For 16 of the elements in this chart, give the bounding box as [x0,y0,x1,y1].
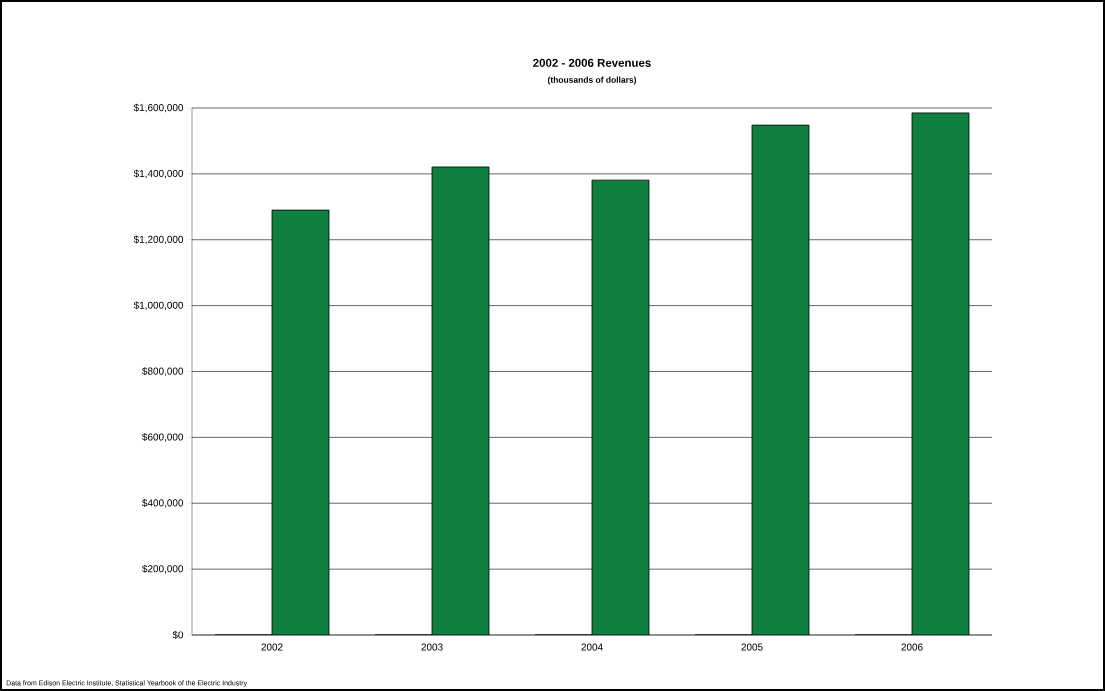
y-tick-label: $800,000 [142,367,184,376]
y-tick-label: $1,400,000 [133,169,184,179]
chart-subtitle: (thousands of dollars) [547,76,637,85]
y-tick-label: $1,600,000 [133,103,184,113]
x-tick-label: 2006 [901,643,923,651]
x-tick-label: 2004 [581,643,603,651]
y-tick-label: $0 [172,630,184,640]
y-tick-label: $1,000,000 [133,301,184,310]
x-tick-label: 2003 [421,643,443,651]
y-tick-label: $1,200,000 [133,235,184,245]
chart-title: 2002 - 2006 Revenues [533,58,651,67]
y-tick-label: $600,000 [142,433,184,442]
y-tick-label: $200,000 [142,564,184,574]
x-tick-label: 2005 [741,643,763,651]
y-tick-label: $400,000 [142,498,184,508]
x-tick-label: 2002 [261,643,283,651]
